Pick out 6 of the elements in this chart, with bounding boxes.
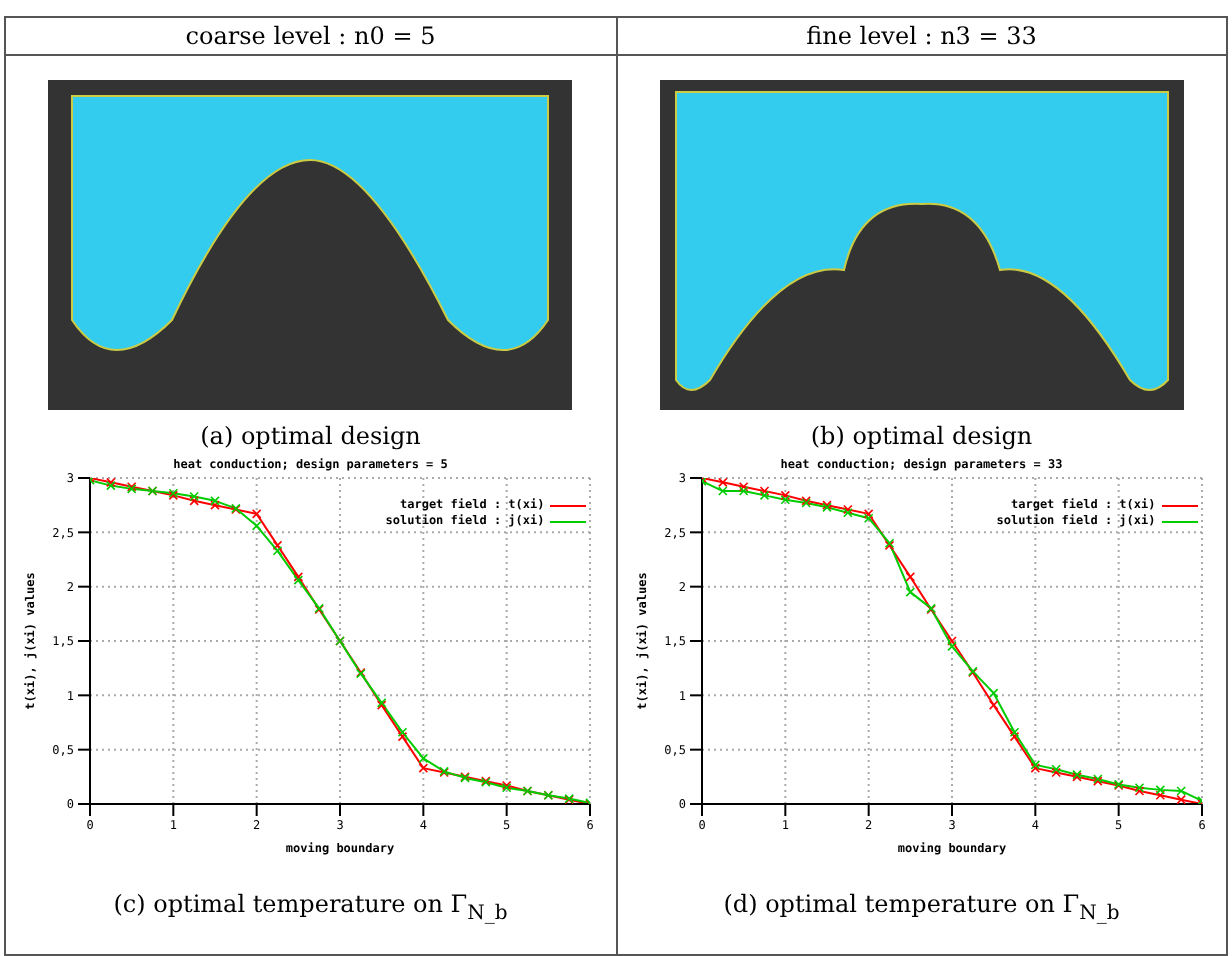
text: fine level : n3 = 33	[617, 18, 1226, 56]
text: (b) optimal design	[810, 422, 1033, 450]
text: (d) optimal temperature on Γ$_{N_b}$	[723, 890, 1120, 925]
text: (c) optimal temperature on Γ$_{N_b}$	[113, 890, 508, 925]
text: coarse level : n0 = 5	[6, 18, 615, 56]
text: (a) optimal design	[200, 422, 421, 450]
